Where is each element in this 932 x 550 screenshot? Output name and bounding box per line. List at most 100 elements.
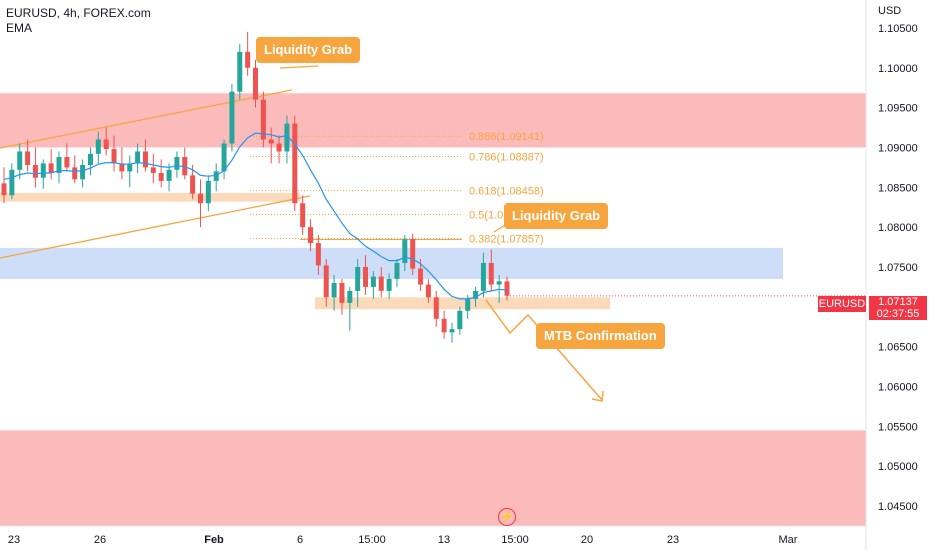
candle-body [418, 268, 424, 285]
candle-body [457, 310, 463, 330]
candle-body [95, 139, 101, 154]
candle-body [339, 282, 345, 303]
candle-body [135, 151, 141, 164]
candle-body [166, 169, 172, 181]
candle-body [32, 164, 38, 178]
y-tick-label: 1.06500 [878, 342, 918, 354]
x-tick-label: Feb [204, 534, 224, 546]
candle-body [56, 157, 62, 173]
mtb-confirmation-callout: MTB Confirmation [536, 323, 665, 349]
candle-body [488, 263, 494, 285]
candle-body [213, 171, 219, 181]
symbol-tag: EURUSD [818, 296, 866, 312]
y-tick-label: 1.08500 [878, 182, 918, 194]
candle-body [425, 284, 431, 298]
x-tick-label: 26 [94, 534, 106, 546]
fib-label: 0.382(1.07857) [469, 234, 544, 246]
candle-body [221, 143, 227, 172]
candle-body [480, 263, 486, 291]
y-tick-label: 1.10000 [878, 63, 918, 75]
y-tick-label: 1.04500 [878, 501, 918, 513]
indicator-label[interactable]: EMA [6, 21, 33, 35]
x-tick-label: 23 [667, 534, 679, 546]
candle-body [127, 163, 133, 172]
candle-body [284, 123, 290, 152]
fib-label: 0.618(1.08458) [469, 186, 544, 198]
candle-body [449, 329, 455, 333]
candle-body [87, 153, 93, 165]
candle-body [103, 139, 109, 150]
currency-label: USD [878, 5, 902, 17]
candle-body [40, 163, 46, 178]
candle-body [190, 175, 196, 194]
candle-body [315, 243, 321, 266]
candle-body [9, 169, 15, 196]
y-tick-label: 1.09000 [878, 142, 918, 154]
candle-body [268, 139, 274, 144]
candle-body [17, 151, 23, 170]
candle-body [394, 263, 400, 279]
candle-body [119, 163, 125, 172]
fib-label: 0.5(1.0 [469, 210, 503, 222]
candle-body [276, 143, 282, 152]
candle-body [504, 281, 510, 296]
candle-body [197, 193, 203, 204]
zone-supply [0, 430, 866, 526]
candle-body [347, 290, 353, 303]
candle-body [386, 278, 392, 291]
candle-body [402, 239, 408, 264]
x-tick-label: 15:00 [358, 534, 386, 546]
candle-body [158, 172, 164, 181]
candle-body [64, 157, 70, 168]
countdown-badge: 02:37:55 [869, 308, 927, 320]
callout-pointer [279, 65, 319, 69]
fib-label: 0.786(1.08887) [469, 151, 544, 163]
candle-body [80, 164, 86, 180]
candle-body [48, 163, 54, 173]
candle-body [229, 91, 235, 144]
y-tick-label: 1.05000 [878, 461, 918, 473]
trendline-upper [0, 89, 293, 149]
candle-body [111, 149, 117, 164]
x-tick-label: 15:00 [501, 534, 529, 546]
candle-body [496, 281, 502, 285]
candle-body [142, 151, 148, 168]
y-tick-label: 1.09500 [878, 103, 918, 115]
candle-body [308, 227, 314, 244]
candle-body [150, 167, 156, 173]
zone-level [0, 192, 300, 202]
candle-body [433, 297, 439, 319]
candle-body [465, 298, 471, 311]
liquidity-grab-callout-mid: Liquidity Grab [504, 203, 609, 229]
zone-supply [0, 93, 866, 148]
candle-body [410, 239, 416, 269]
candle-body [473, 290, 479, 299]
candle-body [331, 282, 337, 298]
y-tick-label: 1.06000 [878, 382, 918, 394]
x-tick-label: 13 [438, 534, 450, 546]
candle-body [378, 276, 384, 291]
trendline-lower [0, 195, 311, 259]
symbol-title[interactable]: EURUSD, 4h, FOREX.com [6, 6, 151, 20]
candle-body [300, 203, 306, 228]
candle-body [253, 67, 258, 100]
projection-arrowhead [591, 390, 604, 402]
candle-body [323, 265, 329, 298]
candle-body [245, 51, 251, 68]
y-tick-label: 1.05500 [878, 421, 918, 433]
candle-body [370, 276, 376, 287]
x-tick-label: Mar [779, 534, 798, 546]
candle-body [441, 318, 447, 333]
zone-level [315, 297, 610, 310]
zone-demand [0, 247, 783, 279]
x-tick-label: 6 [297, 534, 303, 546]
y-tick-label: 1.10500 [878, 23, 918, 35]
x-tick-label: 23 [8, 534, 20, 546]
liquidity-grab-callout-top: Liquidity Grab [256, 37, 361, 63]
y-tick-label: 1.08000 [878, 222, 918, 234]
candle-body [72, 167, 78, 180]
candle-body [260, 99, 266, 140]
candle-body [205, 180, 211, 204]
events-lightning-icon[interactable]: ⚡ [498, 508, 516, 526]
